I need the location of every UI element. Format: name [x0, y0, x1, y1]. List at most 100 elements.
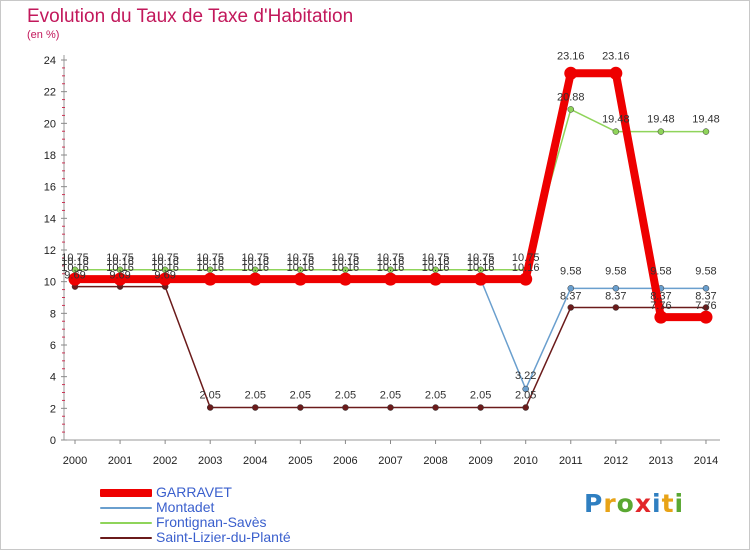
series-line-2 — [74, 108, 707, 271]
data-label: 8.37 — [695, 290, 716, 302]
x-tick-label: 2011 — [559, 455, 583, 467]
data-point — [567, 304, 575, 311]
data-label: 10.16 — [377, 256, 405, 268]
data-label: 2.05 — [335, 390, 356, 402]
logo-letter: i — [652, 489, 662, 518]
data-label: 10.75 — [151, 252, 179, 264]
data-label: 10.16 — [287, 256, 315, 268]
data-label: 10.16 — [106, 262, 134, 274]
data-point — [702, 304, 710, 311]
data-label: 2.05 — [470, 390, 491, 402]
y-tick-label: 0 — [50, 435, 56, 447]
x-tick-label: 2006 — [333, 455, 357, 467]
data-label: 23.16 — [557, 50, 585, 62]
data-label: 10.75 — [196, 252, 224, 264]
data-label: 19.48 — [602, 114, 630, 126]
data-label: 2.05 — [199, 390, 220, 402]
data-point — [293, 272, 307, 286]
x-tick-label: 2013 — [649, 455, 673, 467]
data-label: 2.05 — [380, 390, 401, 402]
data-point — [297, 404, 304, 411]
data-point — [702, 128, 710, 135]
data-label: 10.16 — [332, 262, 360, 274]
data-point — [519, 272, 533, 286]
data-label: 10.75 — [512, 252, 540, 264]
proxiti-logo: Proxiti — [584, 489, 684, 518]
y-tick-label: 8 — [50, 308, 56, 320]
legend-label-frontignan-saves: Frontignan-Savès — [156, 514, 267, 530]
data-label: 10.75 — [106, 252, 134, 264]
data-label: 9.58 — [560, 265, 581, 277]
chart-subtitle: (en %) — [27, 29, 60, 41]
data-label: 10.75 — [242, 252, 270, 264]
data-label: 9.58 — [650, 265, 671, 277]
data-point — [158, 272, 172, 286]
logo-letter: i — [674, 489, 685, 518]
data-label: 23.16 — [602, 50, 630, 62]
data-label: 10.75 — [422, 252, 450, 264]
x-tick-label: 2010 — [513, 455, 537, 467]
data-label: 9.69 — [64, 270, 85, 282]
legend-label-montadet: Montadet — [156, 499, 215, 515]
data-point — [654, 310, 668, 324]
data-label: 10.16 — [242, 256, 270, 268]
data-label: 10.16 — [377, 262, 405, 274]
data-label: 10.75 — [332, 252, 360, 264]
data-label: 9.58 — [695, 265, 716, 277]
data-point — [612, 128, 620, 135]
x-tick-label: 2005 — [288, 455, 312, 467]
data-point — [68, 272, 82, 286]
data-label: 2.05 — [515, 390, 536, 402]
data-point — [474, 272, 488, 286]
legend-label-saint-lizier-du-plante: Saint-Lizier-du-Planté — [156, 529, 291, 545]
data-label: 10.16 — [422, 262, 450, 274]
data-point — [113, 272, 127, 286]
data-label: 10.75 — [61, 252, 89, 264]
x-tick-label: 2003 — [198, 455, 222, 467]
data-label: 10.16 — [196, 256, 224, 268]
data-label: 19.48 — [692, 114, 720, 126]
data-label: 10.16 — [151, 262, 179, 274]
data-point — [657, 128, 665, 135]
legend-item-saint-lizier-du-plante: Saint-Lizier-du-Planté — [100, 529, 360, 545]
data-point — [429, 272, 443, 286]
legend-item-montadet: Montadet — [100, 499, 360, 515]
legend-item-garravet: GARRAVET — [100, 484, 360, 500]
data-label: 10.75 — [287, 252, 315, 264]
data-label: 10.16 — [61, 262, 89, 274]
data-label: 9.69 — [109, 270, 130, 282]
data-point — [567, 106, 575, 113]
data-label: 10.16 — [106, 256, 134, 268]
data-point — [522, 385, 529, 393]
data-label: 10.16 — [151, 256, 179, 268]
data-point — [612, 304, 620, 311]
data-label: 20.88 — [557, 91, 585, 103]
data-label: 10.75 — [467, 252, 495, 264]
data-point — [338, 272, 352, 286]
data-label: 8.37 — [605, 290, 626, 302]
y-tick-label: 14 — [44, 213, 56, 225]
data-label: 2.05 — [245, 390, 266, 402]
data-label: 10.75 — [377, 252, 405, 264]
data-label: 2.05 — [425, 390, 446, 402]
data-point — [383, 272, 397, 286]
legend-swatch-frontignan-saves — [100, 522, 152, 524]
x-tick-label: 2007 — [378, 455, 402, 467]
data-label: 10.16 — [332, 256, 360, 268]
x-tick-label: 2008 — [423, 455, 447, 467]
x-tick-label: 2014 — [694, 455, 718, 467]
y-tick-label: 16 — [44, 182, 56, 194]
data-label: 10.16 — [287, 262, 315, 274]
chart-title: Evolution du Taux de Taxe d'Habitation — [27, 6, 354, 27]
data-point — [522, 404, 529, 411]
data-point — [342, 404, 349, 411]
data-point — [699, 310, 713, 324]
data-point — [567, 285, 575, 292]
data-point — [612, 285, 620, 292]
y-tick-label: 24 — [44, 55, 56, 67]
x-tick-label: 2004 — [243, 455, 267, 467]
x-tick-label: 2001 — [108, 455, 132, 467]
legend-item-frontignan-saves: Frontignan-Savès — [100, 514, 360, 530]
data-point — [702, 285, 710, 292]
